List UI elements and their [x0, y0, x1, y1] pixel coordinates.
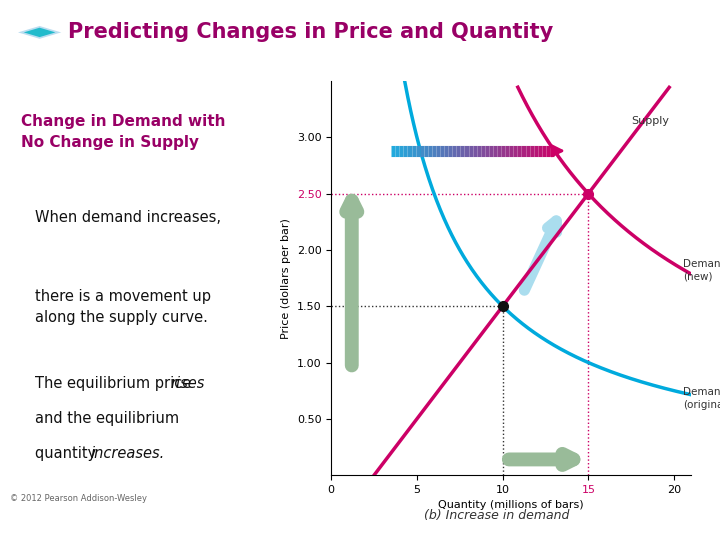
- X-axis label: Quantity (millions of bars): Quantity (millions of bars): [438, 501, 584, 510]
- Text: When demand increases,: When demand increases,: [35, 210, 220, 225]
- Text: increases.: increases.: [91, 447, 165, 461]
- Text: quantity: quantity: [35, 447, 100, 461]
- Text: rises: rises: [170, 376, 204, 392]
- Text: Demand
(new): Demand (new): [683, 259, 720, 281]
- Text: and the equilibrium: and the equilibrium: [35, 411, 179, 427]
- Text: © 2012 Pearson Addison-Wesley: © 2012 Pearson Addison-Wesley: [10, 494, 147, 503]
- Y-axis label: Price (dollars per bar): Price (dollars per bar): [282, 218, 291, 339]
- Text: there is a movement up
along the supply curve.: there is a movement up along the supply …: [35, 289, 210, 325]
- Text: Predicting Changes in Price and Quantity: Predicting Changes in Price and Quantity: [68, 22, 554, 43]
- Text: The equilibrium price: The equilibrium price: [35, 376, 195, 392]
- Polygon shape: [18, 26, 61, 39]
- Text: Supply: Supply: [631, 116, 669, 126]
- Polygon shape: [24, 28, 55, 37]
- Text: Demand
(original): Demand (original): [683, 387, 720, 410]
- Text: Change in Demand with
No Change in Supply: Change in Demand with No Change in Suppl…: [21, 114, 225, 150]
- Text: (b) Increase in demand: (b) Increase in demand: [424, 509, 570, 522]
